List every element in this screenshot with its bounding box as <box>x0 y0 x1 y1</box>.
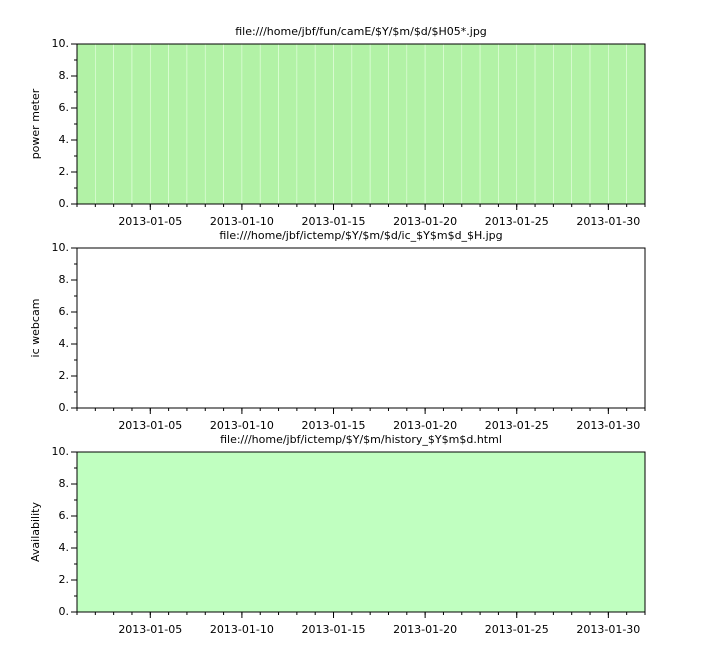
plot-frame <box>76 247 646 409</box>
bar <box>589 43 609 205</box>
y-axis-label: ic webcam <box>29 299 42 358</box>
bar <box>443 43 463 205</box>
x-tick-label: 2013-01-20 <box>393 623 457 636</box>
bar <box>76 43 96 205</box>
y-tick-label: 8. <box>59 69 70 82</box>
bar <box>95 43 114 205</box>
bar <box>534 43 554 205</box>
y-tick-label: 2. <box>59 369 70 382</box>
y-axis-label: Availability <box>29 502 42 562</box>
x-tick-label: 2013-01-05 <box>118 419 182 432</box>
y-tick-label: 10. <box>52 241 70 254</box>
y-tick-label: 10. <box>52 445 70 458</box>
y-tick-label: 2. <box>59 165 70 178</box>
x-tick-label: 2013-01-25 <box>485 419 549 432</box>
bar <box>351 43 371 205</box>
bar <box>424 43 444 205</box>
bar <box>333 43 353 205</box>
bar <box>131 43 151 205</box>
chart-title: file:///home/jbf/fun/camE/$Y/$m/$d/$H05*… <box>235 25 487 38</box>
bar <box>406 43 426 205</box>
y-tick-label: 0. <box>59 605 70 618</box>
y-axis-label: power meter <box>29 88 42 159</box>
y-tick-label: 6. <box>59 305 70 318</box>
bar <box>278 43 298 205</box>
y-tick-label: 10. <box>52 37 70 50</box>
bar <box>571 43 591 205</box>
chart-title: file:///home/jbf/ictemp/$Y/$m/$d/ic_$Y$m… <box>219 229 502 242</box>
bar <box>388 43 408 205</box>
x-tick-label: 2013-01-10 <box>210 623 274 636</box>
x-tick-label: 2013-01-15 <box>302 623 366 636</box>
bar <box>314 43 334 205</box>
bar <box>553 43 573 205</box>
bar <box>626 43 646 205</box>
y-tick-label: 6. <box>59 101 70 114</box>
y-tick-label: 4. <box>59 133 70 146</box>
x-tick-label: 2013-01-15 <box>302 419 366 432</box>
bar <box>223 43 243 205</box>
bar <box>369 43 389 205</box>
bar <box>516 43 536 205</box>
x-tick-label: 2013-01-25 <box>485 623 549 636</box>
bar <box>498 43 518 205</box>
y-tick-label: 8. <box>59 477 70 490</box>
area <box>77 452 645 612</box>
bar <box>479 43 499 205</box>
y-tick-label: 6. <box>59 509 70 522</box>
bar <box>204 43 224 205</box>
bar <box>461 43 481 205</box>
y-tick-label: 4. <box>59 337 70 350</box>
x-tick-label: 2013-01-05 <box>118 215 182 228</box>
bar <box>168 43 188 205</box>
y-tick-label: 0. <box>59 401 70 414</box>
bar <box>149 43 169 205</box>
x-tick-label: 2013-01-15 <box>302 215 366 228</box>
x-tick-label: 2013-01-10 <box>210 215 274 228</box>
bar <box>113 43 133 205</box>
x-tick-label: 2013-01-30 <box>576 215 640 228</box>
bar <box>241 43 261 205</box>
x-tick-label: 2013-01-20 <box>393 215 457 228</box>
bar <box>296 43 316 205</box>
x-tick-label: 2013-01-10 <box>210 419 274 432</box>
bar <box>608 43 627 205</box>
y-tick-label: 8. <box>59 273 70 286</box>
x-tick-label: 2013-01-20 <box>393 419 457 432</box>
x-tick-label: 2013-01-30 <box>576 419 640 432</box>
x-tick-label: 2013-01-30 <box>576 623 640 636</box>
bar <box>186 43 206 205</box>
chart-title: file:///home/jbf/ictemp/$Y/$m/history_$Y… <box>220 433 502 446</box>
y-tick-label: 4. <box>59 541 70 554</box>
x-tick-label: 2013-01-25 <box>485 215 549 228</box>
x-tick-label: 2013-01-05 <box>118 623 182 636</box>
bar <box>259 43 279 205</box>
y-tick-label: 2. <box>59 573 70 586</box>
y-tick-label: 0. <box>59 197 70 210</box>
